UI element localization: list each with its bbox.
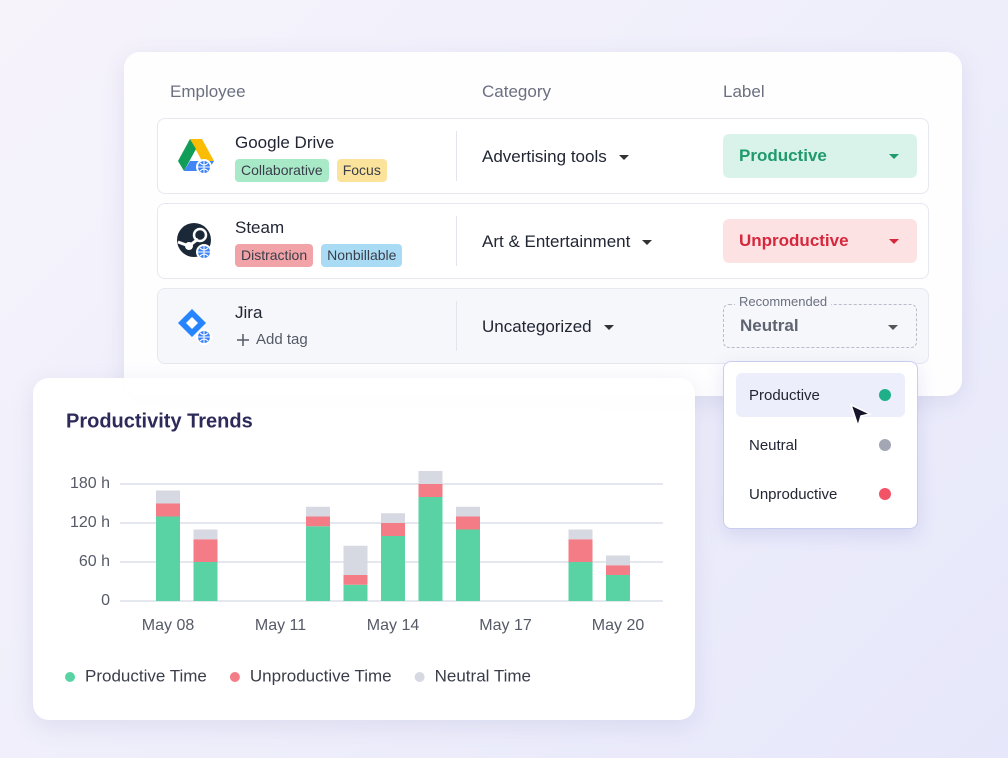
caret (888, 325, 898, 330)
category-text: Art & Entertainment (482, 232, 631, 251)
option-text: Unproductive (749, 485, 838, 503)
divider (456, 216, 457, 266)
option-text: Neutral (749, 436, 798, 454)
bar-segment (606, 565, 630, 575)
bar-segment (381, 536, 405, 601)
bar-segment (606, 555, 630, 566)
x-tick-label: May 20 (592, 617, 645, 634)
cursor (849, 403, 873, 429)
x-tick-label: May 14 (367, 617, 420, 634)
app-name: Jira (235, 303, 263, 322)
tag[interactable]: Nonbillable (321, 244, 403, 267)
caret (889, 239, 899, 244)
dropdown-option[interactable]: Unproductive (736, 472, 905, 516)
bar-segment (306, 516, 330, 527)
add-tag[interactable]: Add tag (237, 331, 308, 348)
bar-segment (343, 584, 368, 601)
divider (456, 301, 457, 351)
legend-dot (65, 672, 75, 682)
caret (618, 154, 629, 160)
dropdown-option[interactable]: Productive (736, 373, 905, 417)
bar-segment (418, 471, 443, 484)
legend-dot (414, 672, 425, 682)
add-tag-text: Add tag (256, 331, 308, 348)
chart-title: Productivity Trends (66, 410, 253, 432)
bar-segment (343, 575, 368, 585)
column-header: Label (723, 82, 765, 101)
label-select[interactable]: Neutral (723, 304, 917, 348)
bar-segment (568, 529, 593, 540)
divider (456, 131, 457, 181)
x-tick-label: May 17 (479, 617, 532, 634)
tag[interactable]: Collaborative (235, 159, 329, 182)
app-name: Steam (235, 218, 285, 237)
bar-segment (456, 516, 480, 530)
bar-segment (568, 562, 593, 601)
dropdown-option[interactable]: Neutral (736, 423, 905, 467)
bar-segment (306, 526, 330, 601)
status-dot (879, 389, 891, 401)
x-tick-label: May 11 (255, 617, 306, 634)
y-tick-label: 120 h (70, 514, 110, 531)
category-select[interactable]: Advertising tools (482, 147, 629, 167)
app-icon (177, 223, 212, 260)
table-row: Google Drive Collaborative Focus Adverti… (157, 118, 929, 194)
category-select[interactable]: Art & Entertainment (482, 232, 653, 252)
bar-segment (456, 506, 480, 517)
bar-segment (156, 516, 180, 601)
x-tick-label: May 08 (142, 617, 195, 634)
caret (603, 324, 614, 330)
status-dot (879, 439, 891, 451)
bar-segment (156, 490, 180, 504)
chart: Productivity Trends 0 60 h 120 h 180 h May 0… (65, 410, 663, 685)
tag[interactable]: Focus (336, 159, 387, 182)
bar-segment (381, 523, 405, 536)
bar-segment (418, 497, 443, 601)
status-dot (879, 488, 891, 500)
column-header: Employee (170, 82, 246, 101)
bar-segment (418, 484, 443, 497)
legend-label: Unproductive Time (250, 666, 392, 685)
bar-segment (343, 545, 368, 575)
bar-segment (156, 503, 180, 517)
column-header: Category (482, 82, 551, 101)
app-icon (178, 309, 212, 345)
category-text: Advertising tools (482, 147, 607, 166)
bar-segment (193, 562, 218, 601)
legend-label: Neutral Time (435, 666, 531, 685)
bar-segment (193, 529, 218, 540)
label-text: Neutral (740, 316, 799, 335)
table-row: Jira Add tag Uncategorized Neutral Recom… (157, 288, 929, 364)
y-tick-label: 60 h (79, 553, 110, 570)
label-text: Unproductive (739, 231, 849, 250)
label-select[interactable]: Productive (723, 134, 917, 178)
y-tick-label: 0 (101, 592, 110, 609)
table-card: Employee Category Label Google Drive Col… (124, 52, 962, 396)
table-row: Steam Distraction Nonbillable Art & Ente… (157, 203, 929, 279)
option-text: Productive (749, 386, 820, 404)
label-select[interactable]: Unproductive (723, 219, 917, 263)
label-text: Productive (739, 146, 827, 165)
y-tick-label: 180 h (70, 475, 110, 492)
bar-segment (568, 539, 593, 562)
caret (889, 154, 899, 159)
category-select[interactable]: Uncategorized (482, 317, 614, 337)
legend-dot (229, 672, 240, 682)
bar-segment (606, 575, 630, 601)
chart-card: Productivity Trends 0 60 h 120 h 180 h May 0… (33, 378, 695, 720)
tag[interactable]: Distraction (235, 244, 314, 267)
bar-segment (456, 529, 480, 601)
plus-icon (237, 333, 249, 346)
bar-segment (381, 513, 405, 523)
recommended-note: Recommended (735, 294, 832, 309)
app-name: Google Drive (235, 133, 335, 152)
bar-segment (306, 506, 330, 517)
category-text: Uncategorized (482, 317, 592, 336)
legend-label: Productive Time (85, 666, 207, 685)
caret (642, 239, 653, 245)
dropdown-menu: Productive Neutral Unproductive (723, 361, 918, 529)
bar-segment (193, 539, 218, 562)
app-icon (178, 139, 214, 175)
